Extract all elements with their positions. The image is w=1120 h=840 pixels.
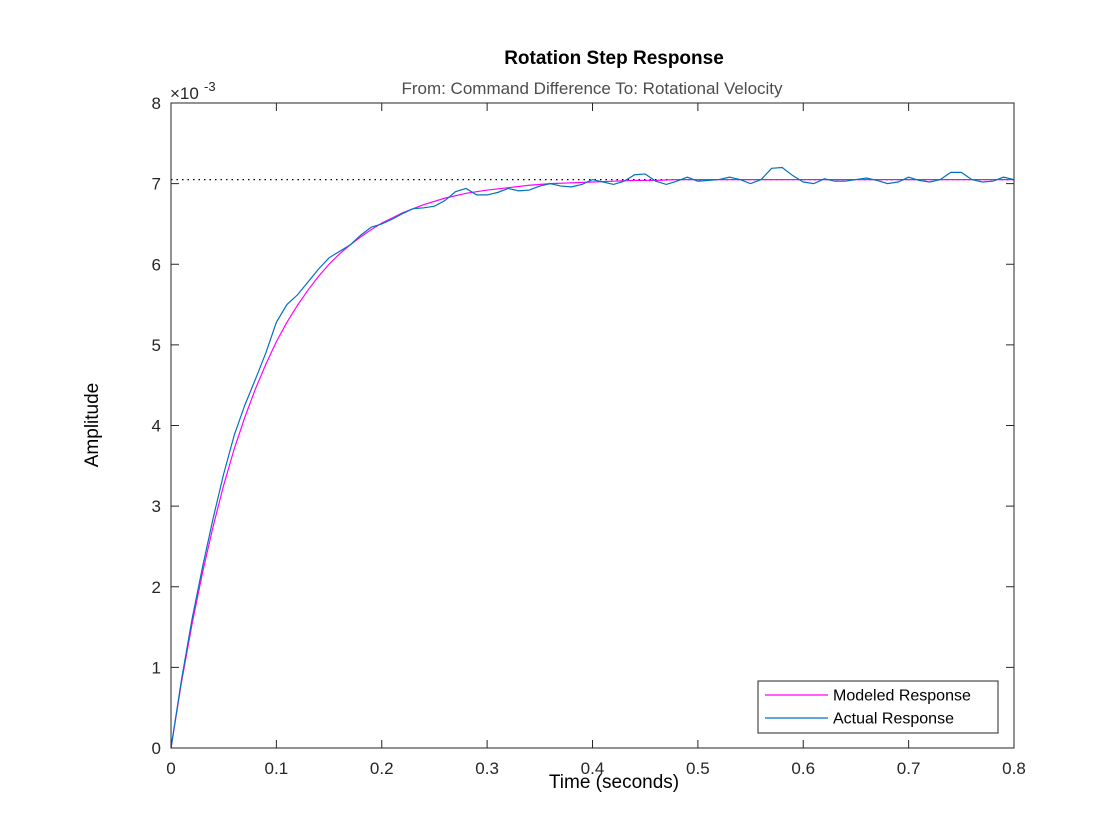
chart-title: Rotation Step Response [504,48,724,69]
y-tick-label: 5 [152,336,161,355]
x-tick-label: 0.1 [265,759,289,778]
y-tick-label: 4 [152,417,161,436]
plot-area: 0 0.1 0.2 0.3 0.4 0.5 0.6 0.7 0.8 0 1 2 3 4 5 6 7 8 [152,94,1026,778]
x-tick-label: 0 [166,759,175,778]
y-exponent-power: -3 [204,79,216,94]
y-tick-label: 8 [152,94,161,113]
y-tick-label: 1 [152,658,161,677]
legend-label-0: Modeled Response [833,688,971,705]
x-tick-label: 0.4 [581,759,605,778]
legend-label-1: Actual Response [833,711,954,728]
y-tick-label: 7 [152,175,161,194]
x-tick-label: 0.3 [475,759,499,778]
y-tick-label: 3 [152,497,161,516]
series-line-1 [170,166,1015,749]
y-tick-label: 6 [152,255,161,274]
y-tick-label: 2 [152,578,161,597]
axes-background [171,103,1014,748]
legend: Modeled Response Actual Response [757,680,999,734]
y-exponent-label: ×10 -3 [170,79,216,103]
x-tick-label: 0.5 [686,759,710,778]
y-tick-label: 0 [152,739,161,758]
chart-subtitle: From: Command Difference To: Rotational … [401,79,783,98]
y-exponent-base: ×10 [170,84,199,103]
x-tick-label: 0.7 [897,759,921,778]
legend-box [757,680,999,734]
x-tick-label: 0.8 [1002,759,1026,778]
x-tick-label: 0.6 [791,759,815,778]
x-tick-label: 0.2 [370,759,394,778]
y-axis-label: Amplitude [82,383,103,468]
x-axis-label: Time (seconds) [549,772,679,793]
